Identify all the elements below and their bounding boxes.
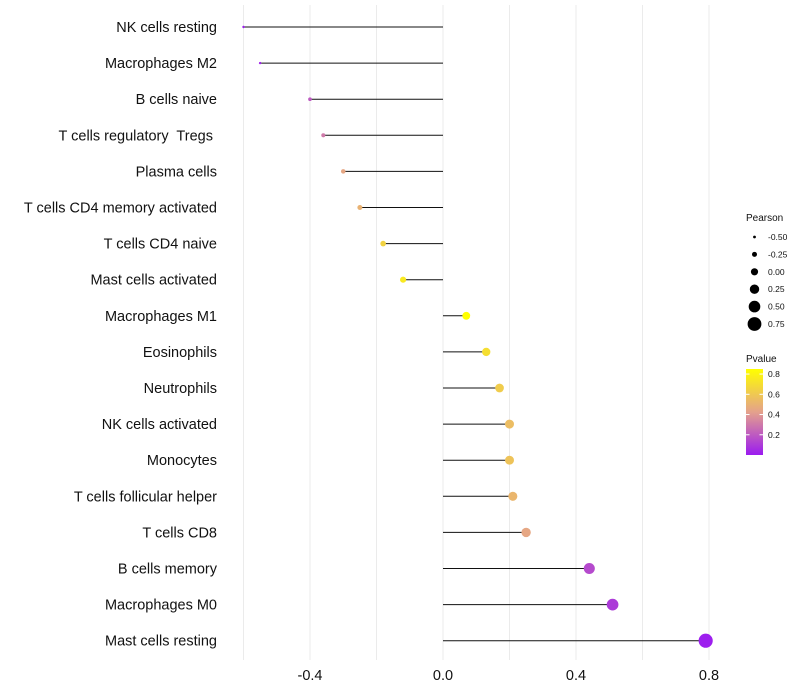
category-label: T cells CD4 memory activated [24, 201, 217, 217]
category-label: Plasma cells [136, 164, 217, 180]
data-point [698, 633, 713, 648]
x-tick-label: 0.0 [433, 668, 453, 684]
legend-size-key [753, 235, 756, 239]
category-label: T cells regulatory Tregs [59, 128, 218, 144]
stem-layer [243, 26, 706, 642]
data-point [400, 276, 407, 283]
legend-size-label: -0.25 [768, 249, 788, 259]
legend-size-key [748, 300, 761, 313]
data-point [321, 133, 326, 138]
legend-size-label: 0.50 [768, 302, 785, 312]
x-tick-label: 0.8 [699, 668, 719, 684]
category-label: T cells CD4 naive [104, 237, 217, 253]
category-label: NK cells resting [116, 20, 217, 36]
data-point [258, 61, 262, 65]
x-tick-label: 0.4 [566, 668, 586, 684]
data-point [505, 419, 514, 429]
legend-pearson: Pearson -0.50 -0.25 0.00 0.25 0.50 0.75 [746, 213, 788, 331]
legend-size-label: -0.50 [768, 232, 788, 242]
data-point [242, 25, 245, 29]
legend-size-key [752, 251, 757, 257]
legend-pvalue-label: 0.2 [768, 430, 780, 440]
x-tick-label: -0.4 [298, 668, 323, 684]
category-label: Macrophages M2 [105, 56, 217, 72]
data-point [508, 491, 518, 501]
legend-size-label: 0.25 [768, 284, 785, 294]
category-label: T cells CD8 [142, 525, 217, 541]
pvalue-colorbar [746, 369, 763, 455]
legend-pearson-title: Pearson [746, 213, 783, 224]
data-point [308, 97, 312, 102]
legend-pvalue-label: 0.8 [768, 369, 780, 379]
data-point [505, 455, 514, 465]
data-point [340, 169, 346, 174]
data-point [462, 311, 471, 320]
category-labels: NK cells resting Macrophages M2 B cells na… [24, 20, 218, 650]
legend-pvalue-label: 0.6 [768, 389, 780, 399]
data-point [521, 527, 531, 538]
legend-size-key [749, 284, 760, 294]
category-label: Neutrophils [144, 381, 217, 397]
category-label: Mast cells resting [105, 634, 217, 650]
data-point [583, 562, 595, 575]
legend-size-label: 0.00 [768, 267, 785, 277]
grid-layer [243, 5, 710, 660]
legend-pvalue-title: Pvalue [746, 354, 777, 365]
x-tick-labels: -0.4 0.0 0.4 0.8 [298, 668, 720, 684]
legend-size-key [747, 317, 762, 331]
category-label: Macrophages M0 [105, 598, 217, 614]
category-label: NK cells activated [102, 417, 217, 433]
category-label: Macrophages M1 [105, 309, 217, 325]
category-label: Monocytes [147, 453, 217, 469]
category-label: B cells memory [118, 562, 218, 578]
data-point [495, 383, 504, 393]
point-layer [242, 25, 713, 648]
category-label: T cells follicular helper [74, 489, 217, 505]
legend-pvalue-label: 0.4 [768, 410, 780, 420]
category-label: Mast cells activated [90, 273, 217, 289]
data-point [357, 205, 363, 210]
legend-size-key [750, 268, 759, 276]
data-point [482, 347, 491, 357]
data-point [606, 598, 619, 611]
legend-size-label: 0.75 [768, 319, 785, 329]
category-label: Eosinophils [143, 345, 217, 361]
legend-pvalue: Pvalue 0.8 0.6 0.4 0.2 [746, 354, 780, 455]
data-point [380, 240, 386, 247]
category-label: B cells naive [136, 92, 217, 108]
